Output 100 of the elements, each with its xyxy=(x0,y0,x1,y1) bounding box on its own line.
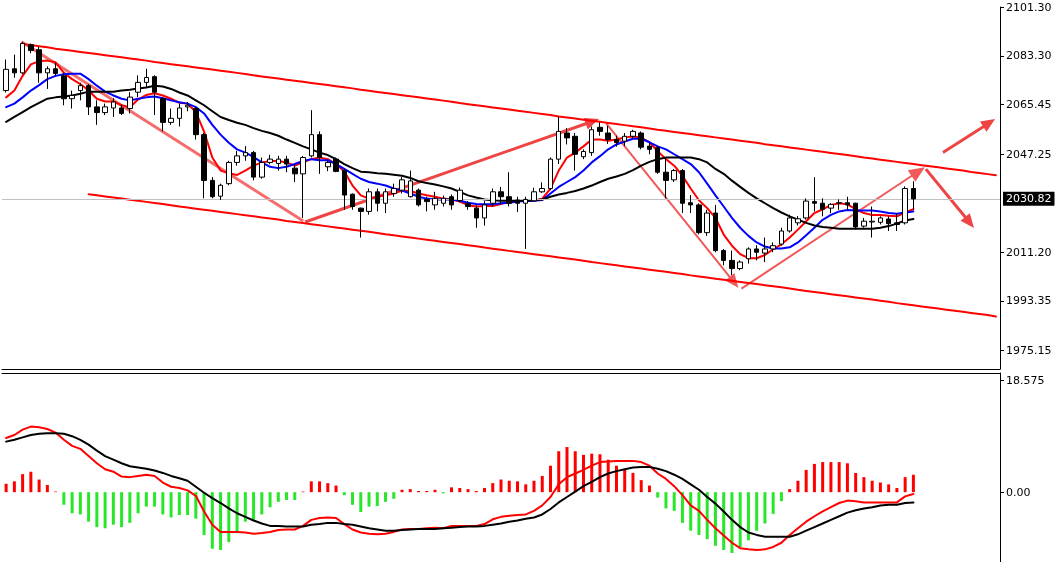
candlestick xyxy=(531,187,537,202)
y-tick-label: 2101.30 xyxy=(1006,0,1052,14)
candlestick xyxy=(795,215,801,227)
bar xyxy=(812,463,816,493)
candlestick xyxy=(3,59,9,93)
candlestick xyxy=(564,127,570,145)
bar xyxy=(309,481,313,493)
candlestick xyxy=(828,202,834,214)
bar xyxy=(186,492,190,516)
bar xyxy=(483,487,486,493)
candlestick xyxy=(836,198,842,211)
candlestick xyxy=(581,148,586,160)
bar xyxy=(895,487,899,493)
candlestick xyxy=(226,160,232,186)
candlestick xyxy=(185,101,190,112)
candlestick xyxy=(441,195,446,208)
candlestick xyxy=(292,163,298,183)
bar xyxy=(722,492,726,550)
candlestick xyxy=(655,145,660,175)
bar xyxy=(837,462,841,493)
bar xyxy=(103,492,107,529)
bar xyxy=(821,462,825,493)
candlestick xyxy=(424,196,430,212)
candlestick xyxy=(572,132,578,172)
bar xyxy=(458,487,462,493)
candlestick xyxy=(688,194,693,214)
candlestick xyxy=(408,170,413,199)
candlestick xyxy=(193,106,199,141)
candlestick xyxy=(506,171,512,208)
candlestick xyxy=(449,194,454,211)
bar xyxy=(466,489,470,493)
candlestick xyxy=(399,176,405,194)
candlestick xyxy=(12,54,17,79)
bar xyxy=(845,463,849,493)
candlestick xyxy=(94,99,100,126)
candlestick xyxy=(754,244,759,261)
bar xyxy=(177,492,181,516)
bar xyxy=(219,492,223,550)
bar xyxy=(656,492,660,498)
bar xyxy=(903,477,907,493)
bar xyxy=(755,492,759,531)
bar xyxy=(318,481,322,493)
candlestick xyxy=(630,129,636,139)
candlestick xyxy=(539,181,545,194)
line-series xyxy=(5,425,915,551)
candlestick xyxy=(762,237,768,263)
line-series xyxy=(87,193,997,318)
bar xyxy=(639,480,643,493)
candlestick xyxy=(746,246,751,265)
candlestick xyxy=(638,130,644,150)
candlestick xyxy=(342,168,347,211)
bar xyxy=(647,485,651,493)
candlestick xyxy=(713,204,718,253)
bar xyxy=(136,492,140,514)
bar xyxy=(235,492,239,532)
bar xyxy=(29,471,33,493)
candlestick xyxy=(457,186,463,203)
candlestick xyxy=(704,209,710,237)
bar xyxy=(788,489,792,493)
bar xyxy=(507,480,511,493)
bar xyxy=(450,487,454,493)
candlestick xyxy=(515,196,520,213)
candlestick xyxy=(878,215,883,225)
candlestick xyxy=(284,155,289,173)
candlestick xyxy=(597,121,603,137)
candlestick xyxy=(177,103,182,127)
bar xyxy=(499,479,503,493)
candlestick xyxy=(111,97,116,118)
candlestick xyxy=(69,90,75,110)
candlestick xyxy=(160,96,166,132)
bar xyxy=(161,492,165,515)
candlestick xyxy=(721,248,726,266)
candlestick xyxy=(243,145,248,162)
candlestick xyxy=(53,62,58,77)
candlestick xyxy=(259,157,265,180)
bar xyxy=(408,489,412,493)
ref-line-label: 2030.82 xyxy=(1006,192,1052,206)
bar xyxy=(4,483,8,493)
candlestick xyxy=(317,130,322,175)
candlestick xyxy=(770,241,776,253)
candlestick xyxy=(803,197,809,221)
candlestick xyxy=(375,188,380,212)
bar xyxy=(334,485,338,493)
candlestick xyxy=(309,109,314,159)
candlestick xyxy=(210,176,215,199)
bar xyxy=(887,484,891,493)
candlestick xyxy=(300,155,306,219)
candlestick xyxy=(276,155,281,172)
candlestick xyxy=(168,108,174,126)
bar xyxy=(631,472,635,493)
candlestick xyxy=(465,200,471,211)
bar xyxy=(384,492,388,502)
bar xyxy=(359,492,363,513)
bar xyxy=(87,492,91,522)
bar xyxy=(285,492,289,500)
bar xyxy=(763,492,767,524)
line-series xyxy=(5,432,915,538)
candlestick xyxy=(737,259,743,271)
bar xyxy=(491,483,495,493)
bar xyxy=(730,492,734,553)
